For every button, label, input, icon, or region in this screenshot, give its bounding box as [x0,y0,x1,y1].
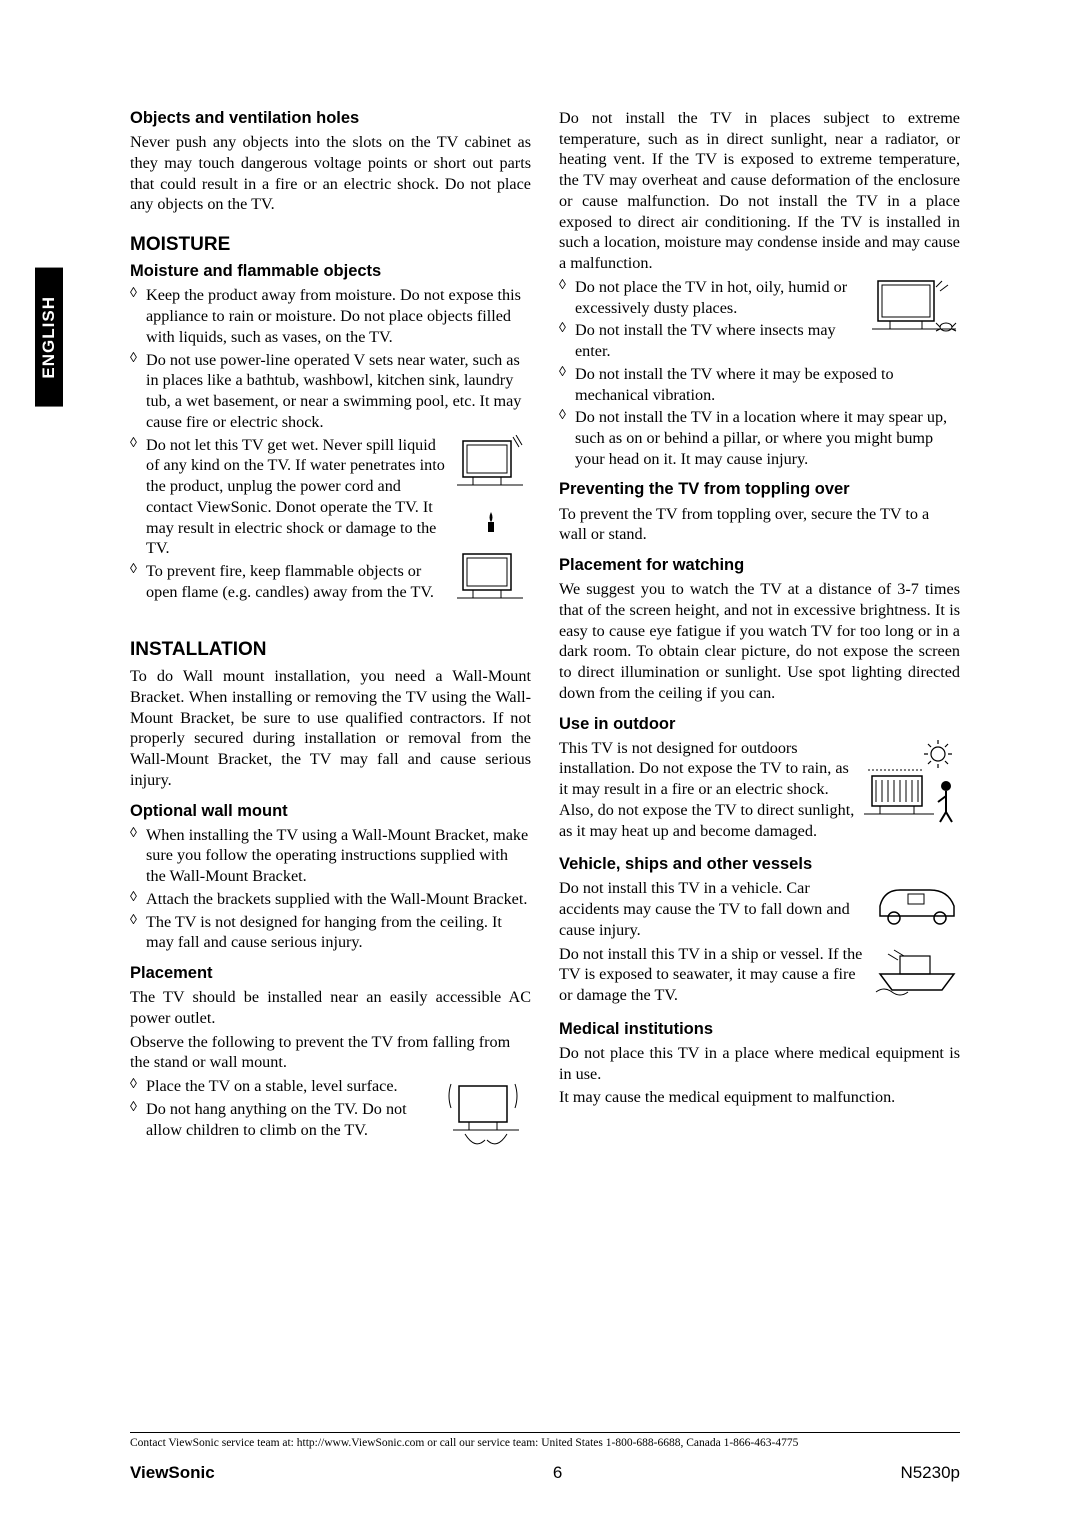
list-item: Place the TV on a stable, level surface. [130,1076,437,1097]
list-placement: Place the TV on a stable, level surface.… [130,1076,437,1140]
footer: Contact ViewSonic service team at: http:… [130,1432,960,1449]
list-item: Do not place the TV in hot, oily, humid … [559,277,960,318]
language-tab: ENGLISH [35,268,63,407]
list-item: Attach the brackets supplied with the Wa… [130,889,531,910]
list-item: To prevent fire, keep flammable objects … [130,561,445,602]
heading-objects: Objects and ventilation holes [130,108,531,129]
para-watch: We suggest you to watch the TV at a dist… [559,579,960,703]
heading-installation: INSTALLATION [130,638,531,662]
heading-vehicle: Vehicle, ships and other vessels [559,854,960,875]
candle-icon [453,510,527,538]
footer-rule [130,1432,960,1433]
icon-stack [453,435,531,620]
para-placement-2: Observe the following to prevent the TV … [130,1032,531,1073]
tv-icon [453,550,527,608]
placement-illustrated: Place the TV on a stable, level surface.… [130,1076,531,1156]
list-env: Do not place the TV in hot, oily, humid … [559,277,960,470]
page-number: 6 [553,1463,562,1483]
moisture-illustrated: Do not let this TV get wet. Never spill … [130,435,531,620]
tv-sun-icon [864,738,960,826]
icon-stack [445,1076,531,1156]
para-medical-2: It may cause the medical equipment to ma… [559,1087,960,1108]
list-item: Do not install the TV in a location wher… [559,407,960,469]
para-objects: Never push any objects into the slots on… [130,132,531,215]
heading-moisture-sub: Moisture and flammable objects [130,261,531,282]
heading-outdoor: Use in outdoor [559,714,960,735]
list-item: Do not use power-line operated V sets ne… [130,350,531,433]
tv-water-icon [453,435,527,499]
tv-shake-icon [445,1076,527,1150]
heading-moisture: MOISTURE [130,233,531,257]
ship-icon [874,944,960,996]
para-placement-1: The TV should be installed near an easil… [130,987,531,1028]
para-medical-1: Do not place this TV in a place where me… [559,1043,960,1084]
list-item: Do not install the TV where insects may … [559,320,960,361]
footer-text: Contact ViewSonic service team at: http:… [130,1437,798,1449]
left-column: Objects and ventilation holes Never push… [130,108,531,1156]
para-topple: To prevent the TV from toppling over, se… [559,504,960,545]
heading-optwall: Optional wall mount [130,801,531,822]
list-item: The TV is not designed for hanging from … [130,912,531,953]
para-env: Do not install the TV in places subject … [559,108,960,274]
model-label: N5230p [900,1463,960,1483]
list-item: Keep the product away from moisture. Do … [130,285,531,347]
heading-medical: Medical institutions [559,1019,960,1040]
para-install: To do Wall mount installation, you need … [130,666,531,790]
heading-watch: Placement for watching [559,555,960,576]
page-body: Objects and ventilation holes Never push… [130,108,960,1156]
car-icon [874,878,960,928]
list-optwall: When installing the TV using a Wall-Moun… [130,825,531,953]
list-moisture: Keep the product away from moisture. Do … [130,285,531,432]
right-column: Do not install the TV in places subject … [559,108,960,1156]
heading-topple: Preventing the TV from toppling over [559,479,960,500]
list-item: Do not install the TV where it may be ex… [559,364,960,405]
brand-label: ViewSonic [130,1463,215,1483]
heading-placement: Placement [130,963,531,984]
list-moisture-2: Do not let this TV get wet. Never spill … [130,435,445,603]
list-item: Do not let this TV get wet. Never spill … [130,435,445,559]
list-item: Do not hang anything on the TV. Do not a… [130,1099,437,1140]
bottom-row: ViewSonic 6 N5230p [130,1463,960,1483]
list-item: When installing the TV using a Wall-Moun… [130,825,531,887]
